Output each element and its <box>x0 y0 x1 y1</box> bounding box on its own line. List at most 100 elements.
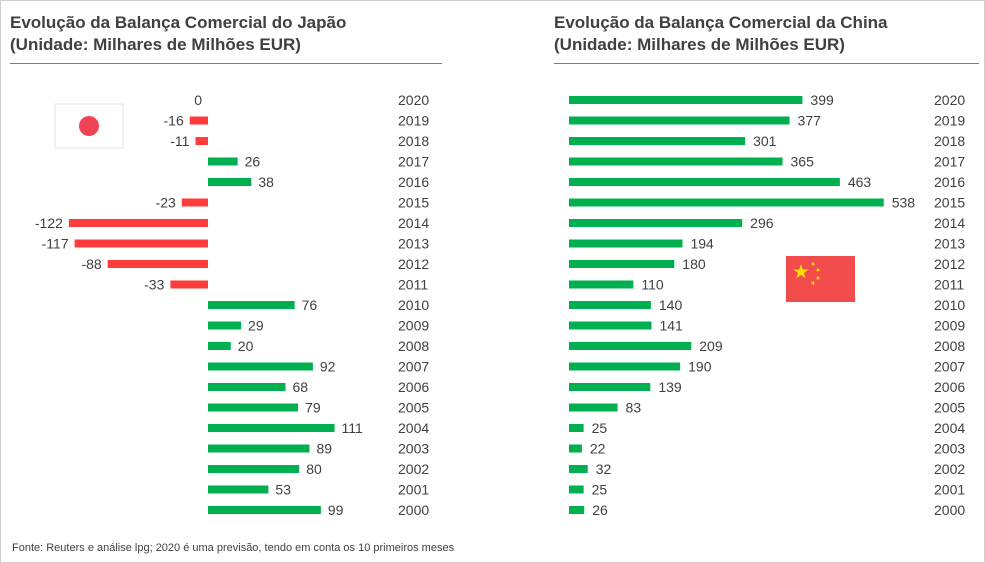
japan-bar-2013 <box>74 239 209 248</box>
china-bar-2011 <box>569 280 634 289</box>
china-value-label-2004: 25 <box>592 420 608 436</box>
china-bar-2005 <box>569 403 618 412</box>
japan-value-label-2003: 89 <box>316 441 332 457</box>
china-bar-2013 <box>569 239 683 248</box>
china-year-label-2002: 2002 <box>934 461 965 477</box>
china-bar-2004 <box>569 424 584 432</box>
china-year-label-2006: 2006 <box>934 379 965 395</box>
japan-bar-2006 <box>208 383 286 391</box>
japan-year-label-2008: 2008 <box>398 338 429 354</box>
japan-bar-2003 <box>208 444 310 453</box>
japan-flag-icon <box>54 103 124 149</box>
japan-value-label-2006: 68 <box>293 379 309 395</box>
china-flag-star-small <box>815 275 821 281</box>
japan-value-label-2018: -11 <box>170 133 189 149</box>
japan-year-label-2003: 2003 <box>398 441 429 457</box>
china-value-label-2012: 180 <box>682 256 706 272</box>
china-bar-2001 <box>569 485 584 494</box>
china-bar-2016 <box>569 178 840 186</box>
china-bar-2009 <box>569 321 652 330</box>
japan-bar-2018 <box>195 137 208 145</box>
japan-year-label-2016: 2016 <box>398 174 429 190</box>
japan-bar-2015 <box>181 198 208 207</box>
china-value-label-2015: 538 <box>892 195 916 211</box>
japan-bar-2000 <box>208 506 321 514</box>
china-value-label-2001: 25 <box>592 482 608 498</box>
japan-value-label-2011: -33 <box>144 277 164 293</box>
china-year-label-2017: 2017 <box>934 154 965 170</box>
china-value-label-2020: 399 <box>810 92 834 108</box>
japan-value-label-2014: -122 <box>35 215 63 231</box>
china-title-line1: Evolução da Balança Comercial da China <box>554 13 888 32</box>
japan-bar-2007 <box>208 362 313 371</box>
japan-bar-2017 <box>208 157 238 166</box>
china-year-label-2007: 2007 <box>934 359 965 375</box>
china-value-label-2018: 301 <box>753 133 777 149</box>
japan-bar-2012 <box>107 260 208 268</box>
china-year-label-2018: 2018 <box>934 133 965 149</box>
china-title-line2: (Unidade: Milhares de Milhões EUR) <box>554 35 845 54</box>
china-bar-2020 <box>569 96 803 104</box>
japan-bar-2010 <box>208 301 295 309</box>
japan-year-label-2009: 2009 <box>398 318 429 334</box>
china-year-label-2013: 2013 <box>934 236 965 252</box>
china-value-label-2011: 110 <box>641 277 664 293</box>
japan-value-label-2013: -117 <box>42 236 69 252</box>
china-year-label-2015: 2015 <box>934 195 965 211</box>
japan-year-label-2019: 2019 <box>398 113 429 129</box>
japan-bar-2004 <box>208 424 335 432</box>
japan-bar-2009 <box>208 321 242 330</box>
china-value-label-2013: 194 <box>690 236 714 252</box>
japan-year-label-2020: 2020 <box>398 92 429 108</box>
japan-value-label-2012: -88 <box>81 256 101 272</box>
china-value-label-2010: 140 <box>659 297 683 313</box>
china-value-label-2017: 365 <box>791 154 815 170</box>
japan-year-label-2017: 2017 <box>398 154 429 170</box>
china-value-label-2009: 141 <box>659 318 683 334</box>
china-flag-star-small <box>810 261 816 267</box>
china-bar-2018 <box>569 137 746 145</box>
japan-year-label-2010: 2010 <box>398 297 429 313</box>
china-chart-title: Evolução da Balança Comercial da China (… <box>554 12 888 56</box>
china-bar-2000 <box>569 506 585 514</box>
china-year-label-2012: 2012 <box>934 256 965 272</box>
china-year-label-2004: 2004 <box>934 420 965 436</box>
china-year-label-2003: 2003 <box>934 441 965 457</box>
japan-value-label-2008: 20 <box>238 338 254 354</box>
japan-year-label-2018: 2018 <box>398 133 429 149</box>
china-flag-icon <box>786 256 855 302</box>
japan-chart-title: Evolução da Balança Comercial do Japão (… <box>10 12 346 56</box>
japan-bar-2005 <box>208 403 299 412</box>
china-flag-star-large <box>793 264 809 279</box>
japan-value-label-2009: 29 <box>248 318 264 334</box>
china-value-label-2008: 209 <box>699 338 723 354</box>
japan-year-label-2011: 2011 <box>398 277 428 293</box>
china-bar-2014 <box>569 219 743 227</box>
japan-title-rule <box>10 63 442 64</box>
japan-bar-2016 <box>208 178 252 186</box>
japan-bar-2014 <box>68 219 208 227</box>
china-bar-2008 <box>569 342 692 350</box>
china-value-label-2000: 26 <box>592 502 608 518</box>
japan-year-label-2013: 2013 <box>398 236 429 252</box>
japan-year-label-2001: 2001 <box>398 482 429 498</box>
china-value-label-2007: 190 <box>688 359 712 375</box>
china-year-label-2019: 2019 <box>934 113 965 129</box>
japan-year-label-2014: 2014 <box>398 215 429 231</box>
china-year-label-2020: 2020 <box>934 92 965 108</box>
china-bar-2007 <box>569 362 681 371</box>
japan-year-label-2000: 2000 <box>398 502 429 518</box>
japan-value-label-2010: 76 <box>302 297 318 313</box>
china-bar-2012 <box>569 260 675 268</box>
china-bar-2002 <box>569 465 588 473</box>
japan-bar-chart: 0 2020 -16 2019 -11 2018 26 2017 38 2016 -23 2015 -1… <box>35 92 429 518</box>
china-flag-star-small <box>815 267 821 273</box>
china-bar-2003 <box>569 444 582 453</box>
china-year-label-2008: 2008 <box>934 338 965 354</box>
japan-year-label-2012: 2012 <box>398 256 429 272</box>
china-year-label-2011: 2011 <box>934 277 964 293</box>
china-flag-star-small <box>810 280 816 286</box>
china-value-label-2006: 139 <box>658 379 682 395</box>
china-bar-2015 <box>569 198 884 207</box>
footnote: Fonte: Reuters e análise lpg; 2020 é uma… <box>12 542 455 554</box>
